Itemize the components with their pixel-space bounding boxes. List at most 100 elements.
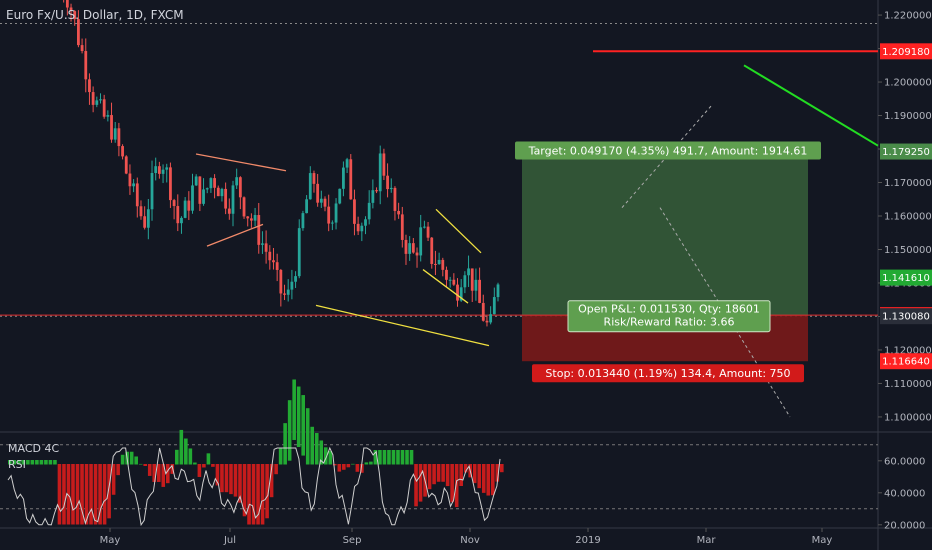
candle-body (169, 167, 172, 201)
macd-bar (156, 464, 161, 482)
macd-bar (75, 464, 80, 525)
candle-body (364, 219, 367, 226)
candle-body (143, 216, 147, 228)
candle-body (272, 260, 275, 263)
macd-bar (265, 464, 269, 519)
macd-bar (418, 464, 423, 502)
macd-bar (102, 464, 107, 525)
candle-body (183, 200, 187, 218)
macd-bar (93, 464, 98, 525)
candle-body (73, 11, 77, 20)
candle-body (69, 7, 73, 12)
macd-bar (129, 451, 134, 465)
rr-text: Risk/Reward Ratio: 3.66 (604, 316, 735, 329)
candle-body (426, 226, 430, 238)
candle-body (415, 252, 419, 256)
macd-bar (21, 460, 26, 465)
candle-body (353, 199, 356, 224)
candle-body (375, 190, 378, 192)
candle-body (404, 239, 408, 254)
candle-body (150, 173, 154, 210)
candle-body (305, 199, 309, 214)
pnl-text: Open P&L: 0.011530, Qty: 18601 (578, 303, 760, 316)
price-tag (880, 143, 932, 160)
candle-body (128, 173, 132, 187)
macd-bar (233, 464, 238, 497)
macd-bar (242, 464, 247, 517)
x-tick-label: May (100, 535, 121, 546)
candle-body (202, 189, 205, 204)
candle-body (342, 167, 345, 189)
macd-bar (463, 464, 468, 473)
candle-body (213, 178, 216, 188)
macd-bar (220, 464, 224, 493)
macd-bar (116, 464, 120, 476)
candle-body (198, 176, 202, 204)
macd-bar (165, 464, 170, 484)
macd-bar (44, 460, 48, 465)
macd-bar (310, 426, 315, 465)
candle-body (242, 197, 246, 217)
macd-bar (202, 464, 206, 468)
candle-body (400, 214, 404, 240)
candle-body (165, 167, 169, 170)
y-tick-label: 1.190000 (884, 111, 932, 122)
candle-body (386, 175, 389, 190)
price-tag-label: 1.116640 (882, 357, 930, 368)
macd-bar (134, 456, 138, 465)
macd-bar (206, 453, 211, 465)
candle-body (275, 262, 279, 270)
macd-bar (179, 429, 184, 465)
candle-body (334, 203, 338, 223)
candle-body (445, 269, 448, 280)
macd-bar (382, 450, 387, 465)
macd-bar (477, 464, 482, 489)
candle-body (238, 177, 242, 198)
y-tick-label: 1.160000 (884, 212, 932, 223)
rsi-label: RSI (8, 458, 26, 471)
candle-body (408, 243, 412, 254)
macd-bar (71, 464, 75, 525)
candle-body (319, 198, 323, 203)
stop-label-box (532, 364, 804, 383)
candle-body (172, 200, 176, 207)
y-tick-label: 1.200000 (884, 78, 932, 89)
candle-body (91, 92, 95, 105)
candle-body (371, 190, 375, 203)
price-tag (880, 353, 932, 370)
wedge-bottom-line (206, 223, 264, 247)
candle-body (316, 183, 320, 203)
candle-body (459, 287, 463, 301)
candle-body (194, 176, 198, 186)
macd-bar (296, 386, 301, 448)
macd-bar (292, 379, 296, 440)
macd-bar (8, 460, 12, 465)
macd-bar (441, 464, 445, 482)
y-tick-label: 1.170000 (884, 178, 932, 189)
y-tick-label: 1.150000 (884, 245, 932, 256)
macd-bar (369, 461, 373, 465)
candle-body (231, 185, 235, 214)
candle-body (349, 159, 353, 200)
x-tick-label: Jul (223, 535, 236, 546)
macd-bar (138, 463, 143, 465)
candle-body (441, 259, 445, 270)
candle-body (478, 279, 481, 303)
macd-bar (481, 464, 486, 493)
candle-body (496, 284, 500, 298)
candle-body (117, 128, 121, 147)
macd-bar (215, 464, 220, 486)
macd-bar (66, 464, 71, 525)
macd-bar (107, 464, 111, 519)
candle-body (467, 268, 470, 276)
candle-body (106, 115, 110, 117)
candle-body (224, 188, 228, 209)
macd-bar (373, 450, 378, 465)
macd-bar (62, 464, 66, 525)
candle-body (121, 146, 124, 157)
candle-body (474, 279, 478, 291)
candle-body (434, 263, 437, 265)
macd-bar (472, 464, 477, 484)
y-tick-label: 1.110000 (884, 379, 932, 390)
